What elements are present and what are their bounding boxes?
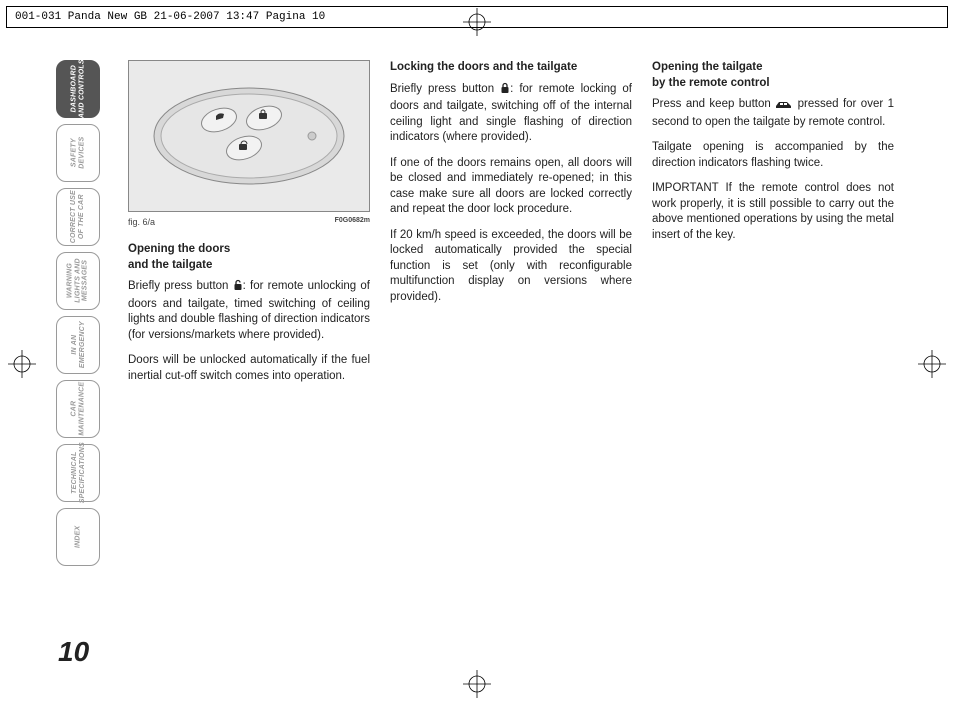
page: DASHBOARDAND CONTROLS SAFETYDEVICES CORREC… (42, 40, 912, 680)
sidebar-tab-6[interactable]: TECHNICALSPECIFICATIONS (56, 444, 100, 502)
sidebar-tab-label: IN ANEMERGENCY (70, 322, 85, 369)
sidebar-tab-label: SAFETYDEVICES (70, 137, 85, 169)
tailgate-icon (775, 99, 793, 115)
sidebar: DASHBOARDAND CONTROLS SAFETYDEVICES CORREC… (56, 60, 100, 566)
col3-p2: Tailgate opening is accompanied by the d… (652, 140, 894, 171)
col3-p1: Press and keep button pressed for over 1… (652, 97, 894, 130)
col1-p1: Briefly press button : for remote unlock… (128, 279, 370, 343)
unlock-icon (233, 279, 243, 297)
header-text: 001-031 Panda New GB 21-06-2007 13:47 Pa… (15, 11, 325, 23)
figure-caption: fig. 6/a F0G0682m (128, 216, 370, 228)
col1-p2: Doors will be unlocked automatically if … (128, 353, 370, 384)
sidebar-tab-4[interactable]: IN ANEMERGENCY (56, 316, 100, 374)
column-3: Opening the tailgate by the remote contr… (652, 60, 894, 394)
sidebar-tab-3[interactable]: WARNINGLIGHTS ANDMESSAGES (56, 252, 100, 310)
sidebar-tab-label: TECHNICALSPECIFICATIONS (70, 442, 85, 503)
page-number: 10 (58, 636, 89, 668)
col2-p1: Briefly press button : for remote lockin… (390, 82, 632, 146)
sidebar-tab-5[interactable]: CARMAINTENANCE (56, 380, 100, 438)
regmark-left (8, 350, 36, 378)
sidebar-tab-label: WARNINGLIGHTS ANDMESSAGES (66, 259, 89, 304)
col3-p3: IMPORTANT If the remote control does not… (652, 181, 894, 243)
figure-caption-right: F0G0682m (335, 216, 370, 228)
col2-heading: Locking the doors and the tailgate (390, 60, 632, 76)
sidebar-tab-1[interactable]: SAFETYDEVICES (56, 124, 100, 182)
sidebar-tab-0[interactable]: DASHBOARDAND CONTROLS (56, 60, 100, 118)
sidebar-tab-label: DASHBOARDAND CONTROLS (70, 60, 85, 119)
sidebar-tab-label: CARMAINTENANCE (70, 382, 85, 436)
column-2: Locking the doors and the tailgate Brief… (390, 60, 632, 394)
figure-caption-left: fig. 6/a (128, 216, 155, 228)
col3-heading: Opening the tailgate by the remote contr… (652, 60, 894, 91)
regmark-top (463, 8, 491, 36)
sidebar-tab-label: INDEX (74, 526, 82, 548)
sidebar-tab-2[interactable]: CORRECT USEOF THE CAR (56, 188, 100, 246)
sidebar-tab-7[interactable]: INDEX (56, 508, 100, 566)
figure-keyfob (128, 60, 370, 212)
col2-p3: If 20 km/h speed is exceeded, the doors … (390, 228, 632, 306)
lock-icon (500, 82, 510, 100)
content: fig. 6/a F0G0682m Opening the doors and … (128, 60, 902, 394)
regmark-right (918, 350, 946, 378)
sidebar-tab-label: CORRECT USEOF THE CAR (70, 190, 85, 243)
col1-heading: Opening the doors and the tailgate (128, 242, 370, 273)
column-1: fig. 6/a F0G0682m Opening the doors and … (128, 60, 370, 394)
col2-p2: If one of the doors remains open, all do… (390, 156, 632, 218)
